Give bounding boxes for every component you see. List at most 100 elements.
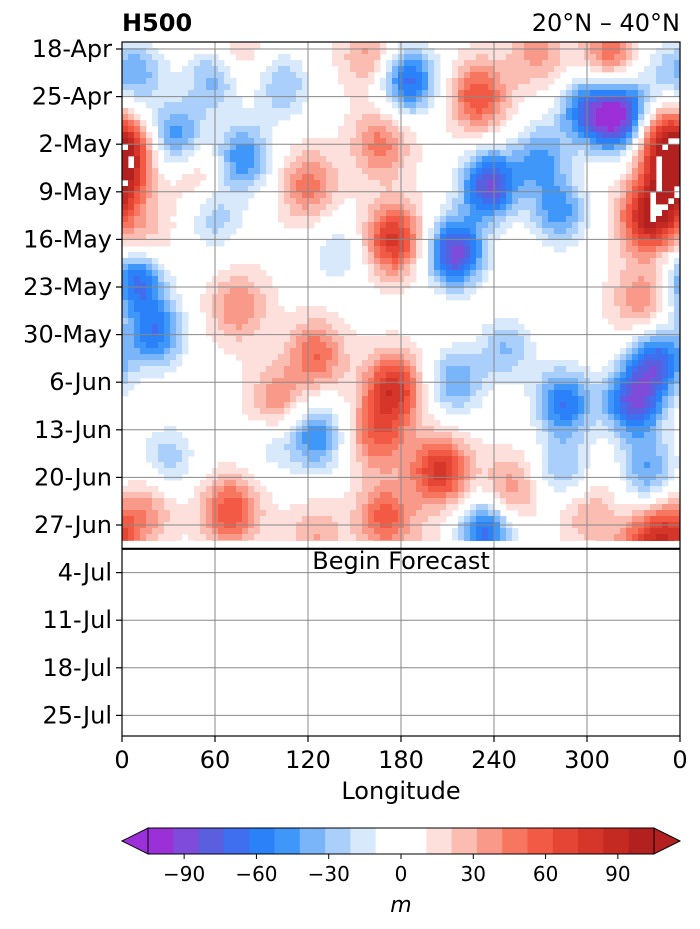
heatmap-cell (530, 138, 537, 145)
heatmap-cell (248, 312, 255, 319)
heatmap-cell (470, 90, 477, 97)
heatmap-cell (464, 264, 471, 271)
heatmap-cell (254, 168, 261, 175)
heatmap-cell (608, 420, 615, 427)
heatmap-cell (602, 300, 609, 307)
heatmap-cell (464, 78, 471, 85)
heatmap-cell (362, 126, 369, 133)
heatmap-cell (200, 210, 207, 217)
heatmap-cell (566, 396, 573, 403)
heatmap-cell (230, 276, 237, 283)
heatmap-cell (548, 126, 555, 133)
heatmap-cell (668, 336, 675, 343)
heatmap-cell (620, 264, 627, 271)
heatmap-cell (338, 498, 345, 505)
heatmap-cell (302, 312, 309, 319)
heatmap-cell (494, 444, 501, 451)
heatmap-cell (518, 372, 525, 379)
heatmap-cell (530, 66, 537, 73)
heatmap-cell (668, 432, 675, 439)
heatmap-cell (620, 390, 627, 397)
heatmap-cell (656, 384, 663, 391)
heatmap-cell (182, 180, 189, 187)
heatmap-cell (260, 168, 267, 175)
heatmap-cell (368, 66, 375, 73)
heatmap-cell (620, 144, 627, 151)
heatmap-cell (122, 306, 129, 313)
heatmap-cell (296, 468, 303, 475)
heatmap-cell (590, 396, 597, 403)
heatmap-cell (314, 516, 321, 523)
heatmap-cell (452, 60, 459, 67)
heatmap-cell (644, 402, 651, 409)
heatmap-cell (380, 240, 387, 247)
heatmap-cell (332, 258, 339, 265)
heatmap-cell (458, 342, 465, 349)
heatmap-cell (476, 504, 483, 511)
heatmap-cell (176, 468, 183, 475)
heatmap-cell (164, 114, 171, 121)
heatmap-cell (362, 54, 369, 61)
heatmap-cell (236, 276, 243, 283)
heatmap-cell (572, 480, 579, 487)
heatmap-cell (530, 204, 537, 211)
heatmap-cell (266, 162, 273, 169)
heatmap-cell (134, 486, 141, 493)
heatmap-cell (566, 240, 573, 247)
heatmap-cell (176, 156, 183, 163)
heatmap-cell (656, 300, 663, 307)
heatmap-cell (500, 498, 507, 505)
heatmap-cell (662, 42, 669, 49)
heatmap-cell (662, 366, 669, 373)
heatmap-cell (650, 450, 657, 457)
heatmap-cell (188, 138, 195, 145)
heatmap-cell (230, 264, 237, 271)
heatmap-cell (476, 180, 483, 187)
heatmap-cell (182, 468, 189, 475)
heatmap-cell (302, 468, 309, 475)
heatmap-cell (668, 72, 675, 79)
heatmap-cell (500, 342, 507, 349)
heatmap-cell (644, 408, 651, 415)
heatmap-cell (404, 432, 411, 439)
heatmap-cell (260, 84, 267, 91)
heatmap-cell (368, 198, 375, 205)
heatmap-cell (530, 210, 537, 217)
heatmap-cell (206, 54, 213, 61)
heatmap-cell (230, 330, 237, 337)
heatmap-cell (200, 486, 207, 493)
heatmap-cell (236, 132, 243, 139)
heatmap-cell (560, 216, 567, 223)
heatmap-cell (416, 396, 423, 403)
heatmap-cell (662, 66, 669, 73)
heatmap-cell (542, 216, 549, 223)
heatmap-cell (578, 390, 585, 397)
heatmap-cell (356, 186, 363, 193)
heatmap-cell (356, 354, 363, 361)
heatmap-cell (284, 462, 291, 469)
heatmap-cell (224, 324, 231, 331)
heatmap-cell (470, 186, 477, 193)
heatmap-cell (386, 228, 393, 235)
heatmap-cell (314, 150, 321, 157)
heatmap-cell (608, 252, 615, 259)
heatmap-cell (350, 444, 357, 451)
heatmap-cell (548, 222, 555, 229)
heatmap-cell (566, 180, 573, 187)
heatmap-cell (428, 270, 435, 277)
heatmap-cell (122, 372, 129, 379)
heatmap-cell (578, 366, 585, 373)
heatmap-cell (122, 330, 129, 337)
heatmap-cell (494, 360, 501, 367)
heatmap-cell (164, 456, 171, 463)
heatmap-cell (644, 378, 651, 385)
heatmap-cell (152, 84, 159, 91)
heatmap-cell (326, 240, 333, 247)
heatmap-cell (608, 510, 615, 517)
heatmap-cell (434, 456, 441, 463)
heatmap-cell (644, 252, 651, 259)
heatmap-cell (578, 510, 585, 517)
heatmap-cell (230, 510, 237, 517)
heatmap-cell (368, 126, 375, 133)
heatmap-cell (224, 180, 231, 187)
